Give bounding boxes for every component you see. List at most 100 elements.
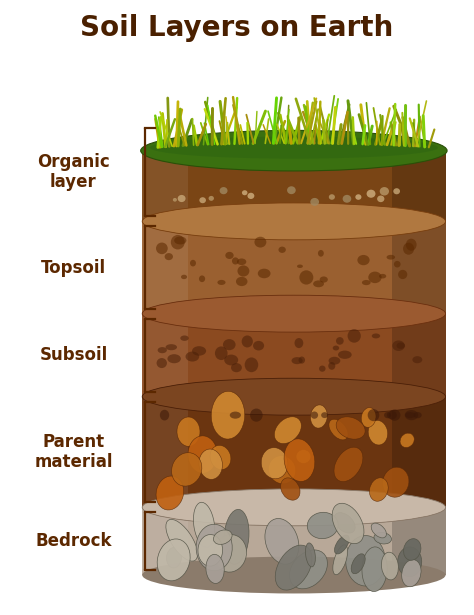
Ellipse shape	[374, 533, 392, 544]
Ellipse shape	[236, 277, 247, 286]
Ellipse shape	[398, 270, 407, 279]
Ellipse shape	[368, 272, 382, 283]
Ellipse shape	[142, 132, 446, 169]
Ellipse shape	[199, 449, 222, 480]
Ellipse shape	[142, 203, 446, 240]
Ellipse shape	[362, 547, 387, 592]
Ellipse shape	[199, 276, 205, 282]
Ellipse shape	[290, 550, 328, 589]
Polygon shape	[392, 397, 446, 507]
Ellipse shape	[296, 450, 311, 464]
Ellipse shape	[371, 523, 386, 538]
Ellipse shape	[305, 543, 315, 567]
Ellipse shape	[142, 489, 446, 526]
Ellipse shape	[403, 243, 414, 255]
Ellipse shape	[247, 192, 255, 199]
Polygon shape	[142, 221, 446, 314]
Ellipse shape	[166, 520, 198, 561]
Ellipse shape	[190, 260, 196, 266]
Ellipse shape	[181, 275, 187, 279]
Ellipse shape	[393, 188, 400, 194]
Ellipse shape	[275, 545, 312, 590]
Ellipse shape	[362, 280, 371, 285]
Polygon shape	[142, 151, 446, 221]
Ellipse shape	[165, 344, 177, 350]
Polygon shape	[142, 507, 446, 575]
Ellipse shape	[258, 269, 271, 278]
Ellipse shape	[269, 456, 296, 484]
Ellipse shape	[196, 524, 232, 571]
Ellipse shape	[211, 391, 245, 439]
Ellipse shape	[299, 357, 305, 363]
Ellipse shape	[230, 411, 241, 419]
Polygon shape	[142, 314, 188, 397]
Ellipse shape	[361, 408, 376, 427]
Ellipse shape	[178, 195, 185, 202]
Ellipse shape	[313, 280, 324, 287]
Ellipse shape	[156, 358, 167, 368]
Ellipse shape	[297, 264, 303, 268]
Ellipse shape	[287, 186, 296, 194]
Ellipse shape	[210, 445, 231, 470]
Ellipse shape	[400, 433, 414, 448]
Ellipse shape	[206, 554, 224, 584]
Ellipse shape	[209, 196, 214, 201]
Ellipse shape	[368, 421, 388, 445]
Ellipse shape	[379, 274, 386, 279]
Ellipse shape	[255, 237, 266, 247]
Ellipse shape	[156, 476, 183, 510]
Ellipse shape	[156, 242, 168, 254]
Ellipse shape	[193, 502, 215, 547]
Polygon shape	[142, 507, 188, 575]
Ellipse shape	[387, 411, 397, 419]
Ellipse shape	[328, 357, 340, 365]
Ellipse shape	[167, 354, 181, 363]
Ellipse shape	[188, 436, 217, 474]
Ellipse shape	[336, 337, 344, 345]
Ellipse shape	[237, 266, 249, 277]
Ellipse shape	[319, 277, 328, 283]
Ellipse shape	[333, 346, 339, 351]
Ellipse shape	[294, 338, 303, 348]
Ellipse shape	[213, 530, 232, 544]
Ellipse shape	[310, 198, 319, 206]
Ellipse shape	[174, 237, 186, 244]
Ellipse shape	[274, 417, 301, 443]
Ellipse shape	[310, 405, 327, 428]
Ellipse shape	[357, 255, 370, 265]
Ellipse shape	[232, 257, 239, 264]
Ellipse shape	[192, 346, 206, 355]
Ellipse shape	[245, 357, 258, 372]
Ellipse shape	[307, 512, 338, 539]
Ellipse shape	[253, 341, 264, 351]
Ellipse shape	[158, 347, 167, 353]
Ellipse shape	[351, 554, 365, 574]
Ellipse shape	[369, 478, 388, 501]
Ellipse shape	[142, 295, 446, 332]
Polygon shape	[392, 221, 446, 314]
Ellipse shape	[173, 198, 177, 202]
Polygon shape	[142, 221, 188, 314]
Ellipse shape	[150, 137, 438, 159]
Ellipse shape	[185, 352, 199, 362]
Ellipse shape	[329, 194, 335, 200]
Ellipse shape	[180, 335, 189, 341]
Ellipse shape	[366, 189, 375, 198]
Ellipse shape	[396, 343, 405, 349]
Ellipse shape	[200, 197, 206, 203]
Ellipse shape	[218, 280, 226, 285]
Ellipse shape	[334, 447, 363, 482]
Ellipse shape	[405, 410, 418, 420]
Ellipse shape	[384, 412, 391, 418]
Polygon shape	[142, 151, 188, 221]
Ellipse shape	[334, 513, 355, 533]
Ellipse shape	[164, 253, 173, 260]
Ellipse shape	[160, 410, 169, 421]
Polygon shape	[392, 507, 446, 575]
Ellipse shape	[242, 190, 247, 195]
Ellipse shape	[250, 408, 263, 422]
Ellipse shape	[142, 203, 446, 240]
Ellipse shape	[142, 295, 446, 332]
Ellipse shape	[215, 346, 228, 360]
Ellipse shape	[265, 518, 299, 564]
